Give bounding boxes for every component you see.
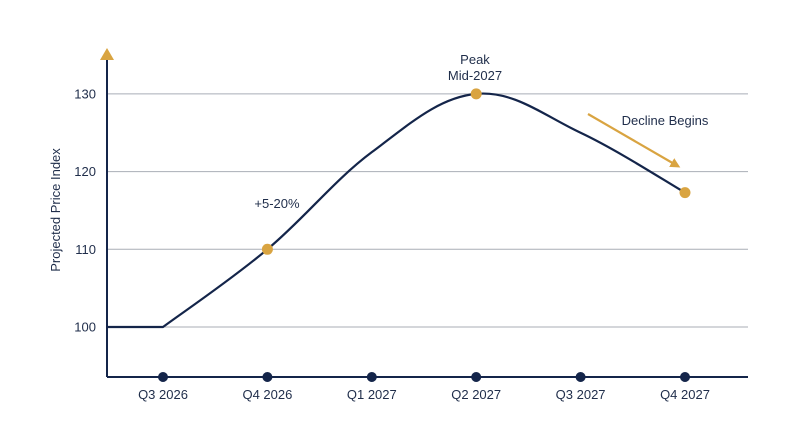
y-tick-110: 110 xyxy=(75,242,96,257)
x-tick-labels: Q3 2026 Q4 2026 Q1 2027 Q2 2027 Q3 2027 Q4 20… xyxy=(138,387,710,402)
x-tick-0: Q3 2026 xyxy=(138,387,188,402)
highlight-point-0 xyxy=(261,243,273,255)
decline-arrow xyxy=(587,113,681,168)
peak-annotation-line2: Mid-2027 xyxy=(448,68,502,83)
x-tick-3: Q2 2027 xyxy=(451,387,501,402)
x-tick-4: Q3 2027 xyxy=(556,387,606,402)
y-tick-100: 100 xyxy=(74,320,96,335)
x-marker-4 xyxy=(575,372,586,382)
y-tick-120: 120 xyxy=(74,164,96,179)
x-marker-0 xyxy=(158,372,168,382)
highlight-point-1 xyxy=(470,88,482,100)
x-tick-5: Q4 2027 xyxy=(660,387,710,402)
x-axis-markers xyxy=(158,372,690,382)
y-axis-arrow-icon xyxy=(100,48,114,60)
x-tick-2: Q1 2027 xyxy=(347,387,397,402)
x-marker-5 xyxy=(680,372,690,382)
gridlines xyxy=(107,93,748,328)
axes xyxy=(100,48,748,378)
peak-annotation-line1: Peak xyxy=(460,52,490,67)
x-marker-2 xyxy=(366,372,377,382)
highlight-points xyxy=(261,88,691,255)
highlight-point-2 xyxy=(679,187,691,199)
x-marker-3 xyxy=(471,372,482,382)
series-line xyxy=(107,92,686,329)
y-axis-label: Projected Price Index xyxy=(48,148,63,272)
x-marker-1 xyxy=(262,372,273,382)
y-tick-130: 130 xyxy=(74,86,96,101)
series-layer xyxy=(107,92,686,329)
x-tick-1: Q4 2026 xyxy=(242,387,292,402)
decline-annotation: Decline Begins xyxy=(622,113,709,128)
growth-annotation: +5-20% xyxy=(254,196,300,211)
y-tick-labels: 100 110 120 130 xyxy=(74,86,96,334)
